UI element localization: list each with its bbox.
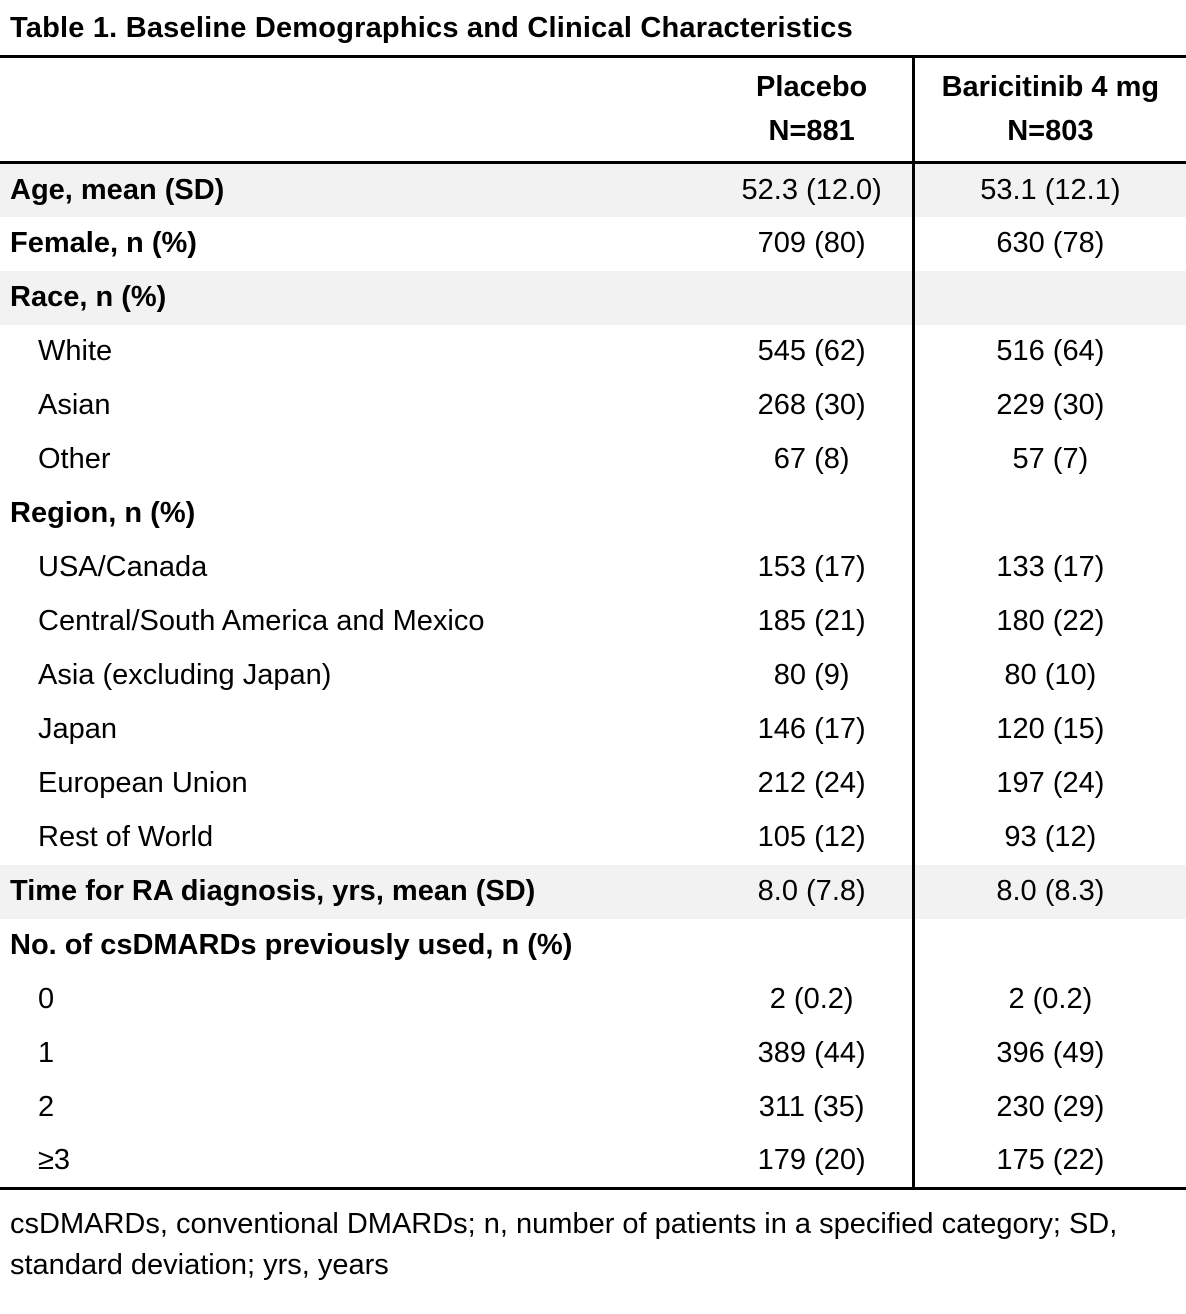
row-label: 2 — [38, 1091, 55, 1123]
placebo-value: 179 (20) — [757, 1144, 866, 1177]
table-row: Central/South America and Mexico 185 (21)… — [0, 594, 1186, 649]
table-row: Asian 268 (30) 229 (30) — [0, 378, 1186, 433]
placebo-value: 52.3 (12.0) — [741, 173, 882, 206]
baricitinib-value: 53.1 (12.1) — [911, 162, 1186, 217]
table-row: White 545 (62) 516 (64) — [0, 324, 1186, 379]
baricitinib-value: 57 (7) — [911, 432, 1186, 487]
baricitinib-value: 630 (78) — [911, 216, 1186, 271]
baricitinib-value — [911, 270, 1186, 325]
row-label: ≥3 — [38, 1144, 71, 1177]
table-row: 0 2 (0.2) 2 (0.2) — [0, 972, 1186, 1027]
baricitinib-value: 8.0 (8.3) — [911, 864, 1186, 919]
baricitinib-value: 516 (64) — [911, 324, 1186, 379]
table-row: Rest of World 105 (12) 93 (12) — [0, 810, 1186, 865]
table-row: Region, n (%) — [0, 486, 1186, 541]
placebo-value: 146 (17) — [757, 713, 866, 745]
row-label: 1 — [38, 1037, 55, 1069]
table-row: Japan 146 (17) 120 (15) — [0, 702, 1186, 757]
baricitinib-value: 2 (0.2) — [911, 972, 1186, 1027]
placebo-value: 545 (62) — [757, 335, 866, 367]
baricitinib-value — [911, 486, 1186, 541]
placebo-value: 709 (80) — [757, 227, 866, 259]
row-label: Rest of World — [38, 821, 214, 853]
row-label: Race, n (%) — [10, 281, 167, 313]
table-title: Table 1. Baseline Demographics and Clini… — [10, 12, 853, 44]
row-label: Asian — [38, 389, 111, 421]
row-label: Time for RA diagnosis, yrs, mean (SD) — [10, 875, 536, 907]
baricitinib-value: 229 (30) — [911, 378, 1186, 433]
placebo-value — [712, 271, 914, 325]
placebo-value: 80 (9) — [773, 659, 850, 691]
baricitinib-value: 180 (22) — [911, 594, 1186, 649]
row-label: Age, mean (SD) — [10, 173, 225, 206]
placebo-value: 67 (8) — [773, 443, 850, 475]
row-label: No. of csDMARDs previously used, n (%) — [10, 929, 573, 961]
table-row: Age, mean (SD) 52.3 (12.0) 53.1 (12.1) — [0, 162, 1186, 217]
placebo-value: 105 (12) — [757, 821, 866, 853]
header-placebo-name: Placebo — [756, 71, 868, 103]
baricitinib-value: 175 (22) — [911, 1134, 1186, 1189]
row-label: Japan — [38, 713, 118, 745]
row-label: USA/Canada — [38, 551, 208, 583]
header-row: Placebo N=881 Baricitinib 4 mg N=803 — [0, 56, 1186, 163]
table-row: USA/Canada 153 (17) 133 (17) — [0, 540, 1186, 595]
placebo-value: 153 (17) — [757, 551, 866, 583]
row-label: Female, n (%) — [10, 227, 197, 259]
header-baricitinib-n: N=803 — [1007, 114, 1094, 147]
row-label: 0 — [38, 983, 55, 1015]
placebo-value: 389 (44) — [757, 1037, 866, 1069]
baricitinib-value: 120 (15) — [911, 702, 1186, 757]
table-row: Female, n (%) 709 (80) 630 (78) — [0, 216, 1186, 271]
row-label: Other — [38, 443, 111, 475]
row-label: European Union — [38, 767, 248, 799]
table-row: ≥3 179 (20) 175 (22) — [0, 1134, 1186, 1189]
header-baricitinib-name: Baricitinib 4 mg — [941, 71, 1160, 103]
table-row: 2 311 (35) 230 (29) — [0, 1080, 1186, 1135]
table-row: European Union 212 (24) 197 (24) — [0, 756, 1186, 811]
table-footnote: csDMARDs, conventional DMARDs; n, number… — [10, 1208, 1118, 1281]
baricitinib-value: 396 (49) — [911, 1026, 1186, 1081]
baricitinib-value: 133 (17) — [911, 540, 1186, 595]
table-row: Asia (excluding Japan) 80 (9) 80 (10) — [0, 648, 1186, 703]
placebo-value — [712, 919, 914, 973]
header-placebo: Placebo N=881 — [712, 57, 914, 163]
row-label: Asia (excluding Japan) — [38, 659, 332, 691]
table-row: Other 67 (8) 57 (7) — [0, 432, 1186, 487]
header-empty-cell — [0, 57, 712, 163]
placebo-value — [712, 487, 914, 541]
header-baricitinib: Baricitinib 4 mg N=803 — [911, 56, 1186, 163]
baricitinib-value — [911, 918, 1186, 973]
placebo-value: 268 (30) — [757, 389, 866, 421]
row-label: Central/South America and Mexico — [38, 605, 485, 637]
header-placebo-n: N=881 — [768, 114, 855, 147]
baricitinib-value: 197 (24) — [911, 756, 1186, 811]
row-label: White — [38, 335, 113, 367]
placebo-value: 212 (24) — [757, 767, 866, 799]
baricitinib-value: 80 (10) — [911, 648, 1186, 703]
placebo-value: 8.0 (7.8) — [757, 875, 866, 907]
table-body: Age, mean (SD) 52.3 (12.0) 53.1 (12.1) Fema… — [0, 162, 1186, 1189]
placebo-value: 185 (21) — [757, 605, 866, 637]
table-row: 1 389 (44) 396 (49) — [0, 1026, 1186, 1081]
baricitinib-value: 230 (29) — [911, 1080, 1186, 1135]
baricitinib-value: 93 (12) — [911, 810, 1186, 865]
placebo-value: 311 (35) — [758, 1091, 865, 1123]
table-row: No. of csDMARDs previously used, n (%) — [0, 918, 1186, 973]
table-row: Race, n (%) — [0, 270, 1186, 325]
row-label: Region, n (%) — [10, 497, 196, 529]
placebo-value: 2 (0.2) — [769, 983, 854, 1015]
table-row: Time for RA diagnosis, yrs, mean (SD) 8.0… — [0, 864, 1186, 919]
demographics-table: Placebo N=881 Baricitinib 4 mg N=803 Age… — [0, 55, 1186, 1190]
